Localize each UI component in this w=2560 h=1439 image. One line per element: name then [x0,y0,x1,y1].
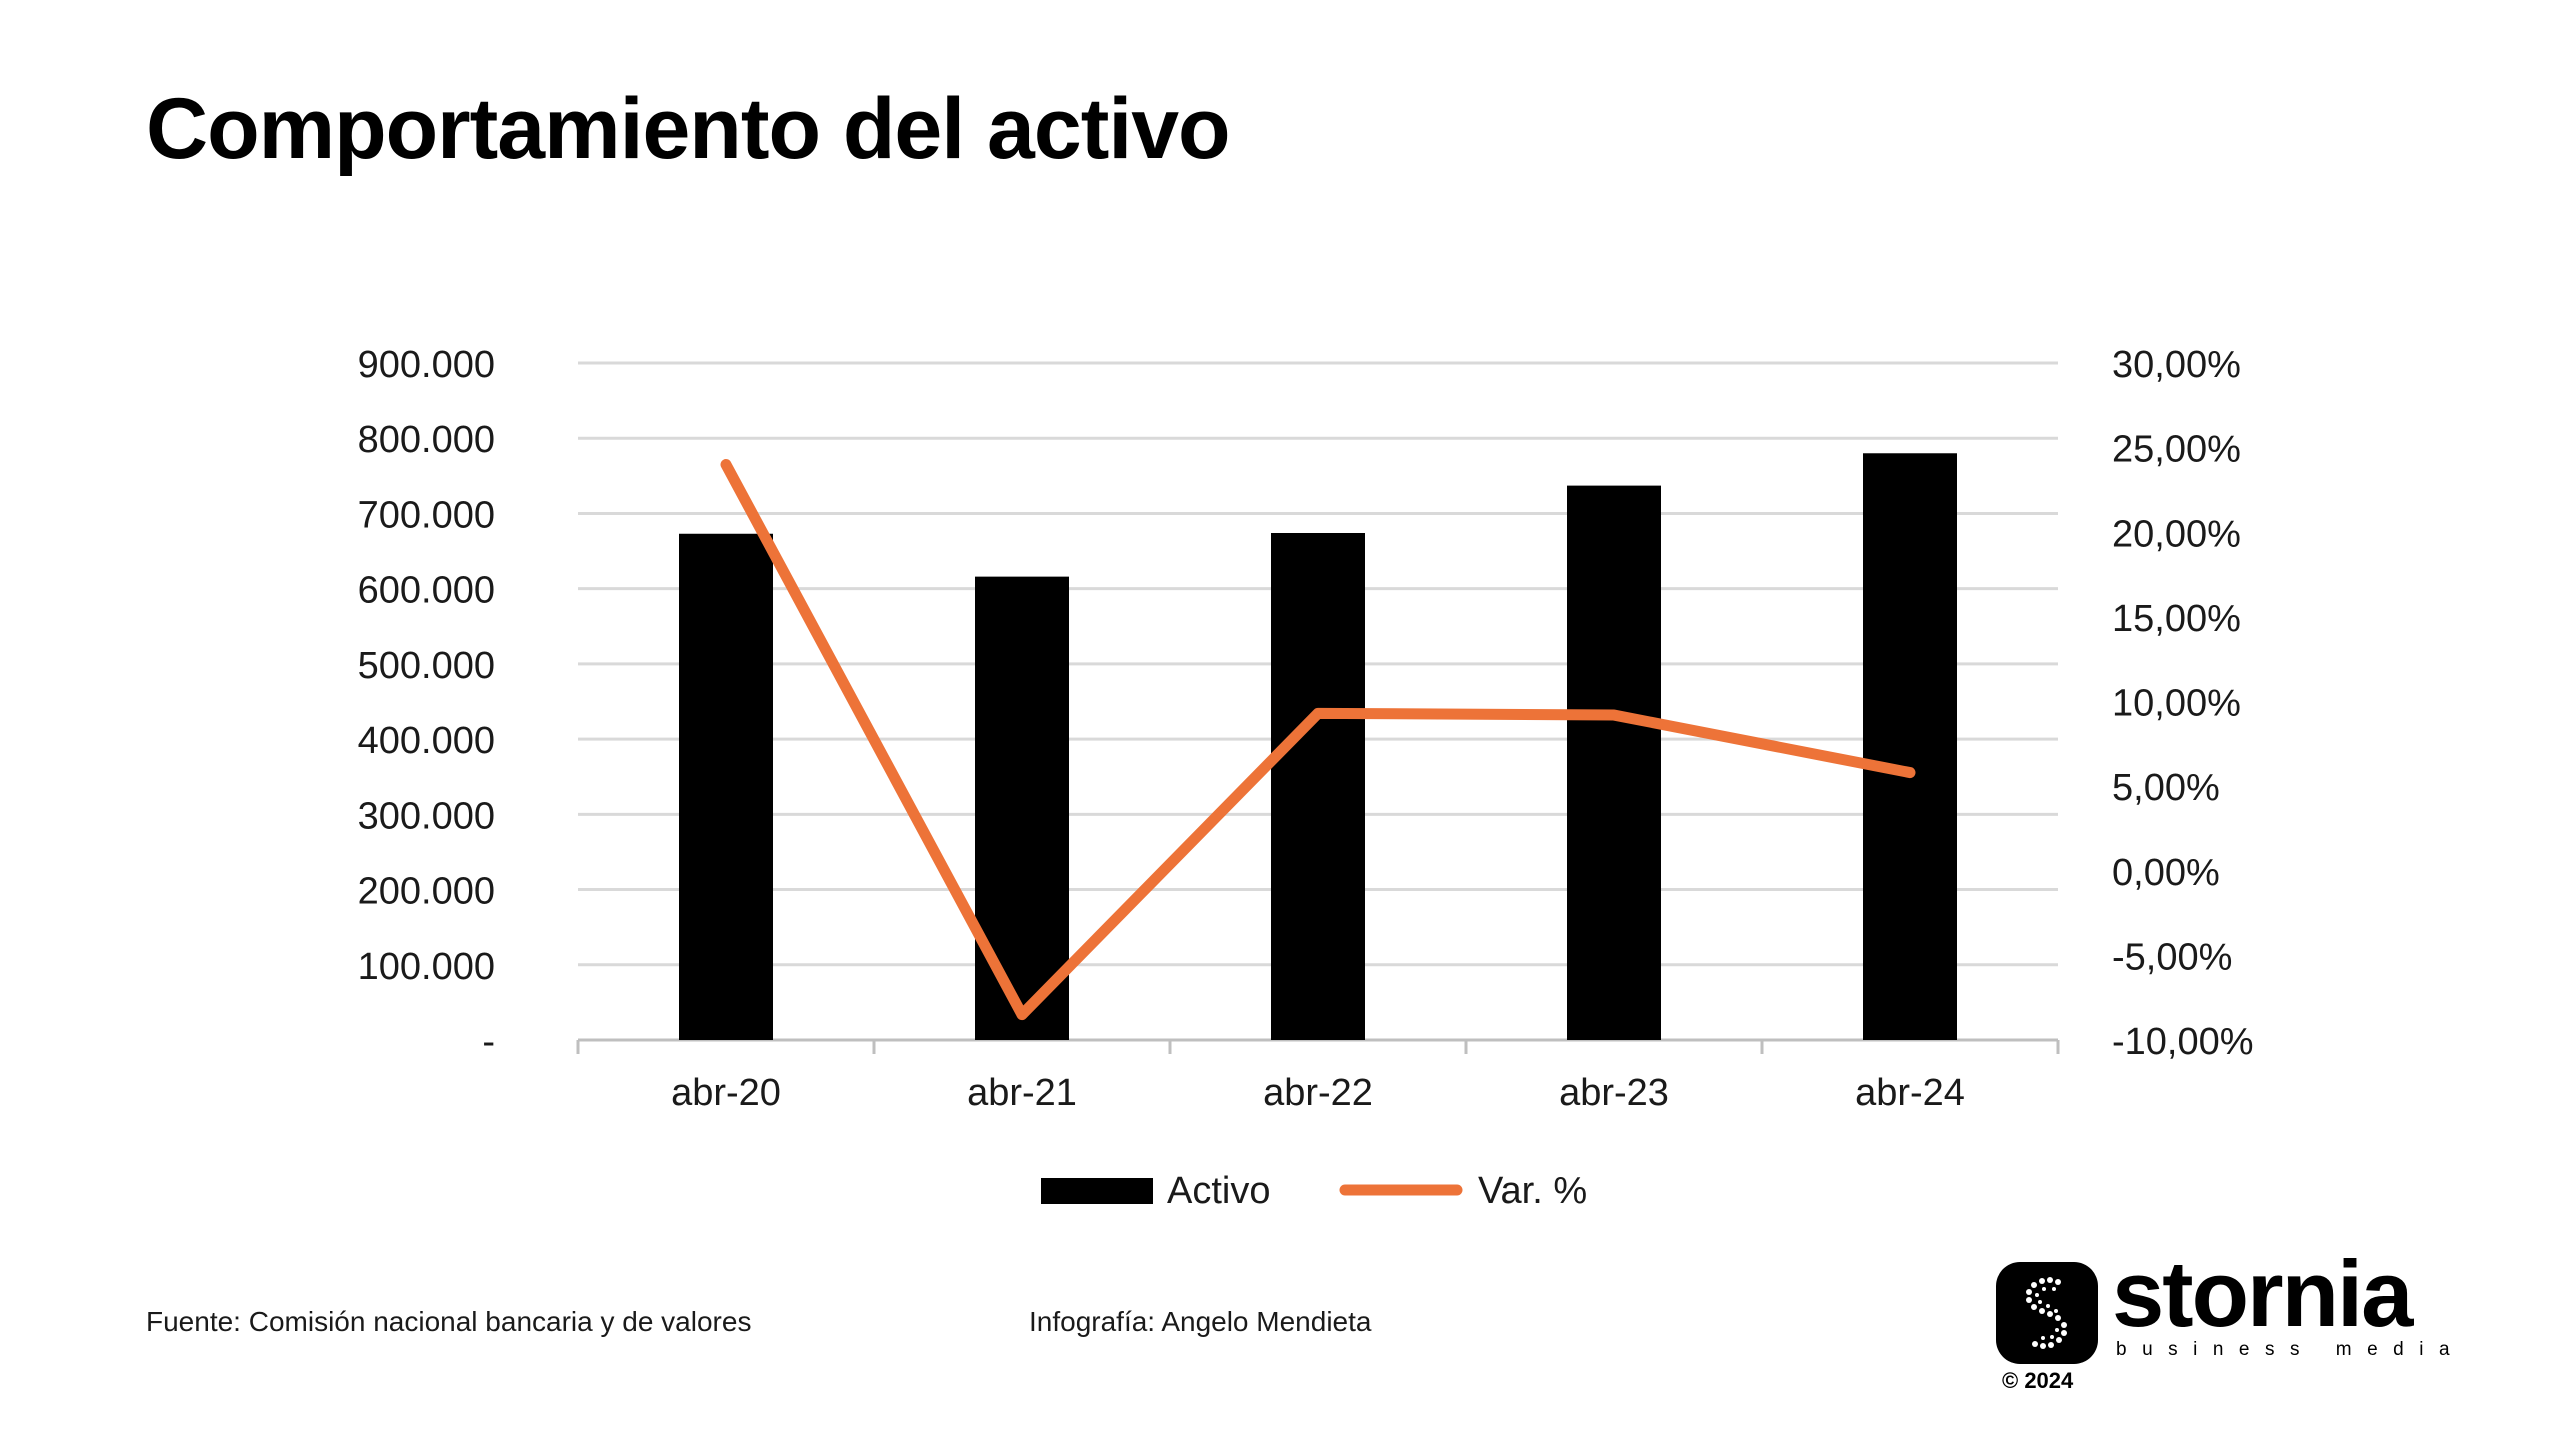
legend-label-activo: Activo [1167,1170,1270,1212]
brand-logo: stornia business media © 2024 [1996,1241,2450,1393]
legend-label-var: Var. % [1478,1170,1587,1212]
stornia-s-logo-icon [1996,1262,2098,1364]
bar-activo [1863,453,1957,1040]
category-label: abr-23 [1559,1072,1669,1114]
logo-tagline: business media [2116,1339,2466,1360]
left-axis-tick-labels: - 100.000 200.000 300.000 400.000 500.000 600.… [358,344,495,1063]
page-title: Comportamiento del activo [146,81,1231,177]
category-label: abr-20 [671,1072,781,1114]
logo-wordmark: stornia [2112,1241,2413,1346]
x-axis [576,1038,2060,1054]
category-label: abr-21 [967,1072,1077,1114]
left-tick-label: 500.000 [358,645,495,687]
category-label: abr-24 [1855,1072,1965,1114]
category-label: abr-22 [1263,1072,1373,1114]
left-tick-label: 900.000 [358,344,495,386]
right-tick-label: 15,00% [2112,598,2241,640]
left-tick-label: - [482,1021,495,1063]
left-tick-label: 700.000 [358,494,495,536]
left-tick-label: 800.000 [358,419,495,461]
bar-activo [975,576,1069,1040]
bar-activo [1567,485,1661,1041]
right-tick-label: 0,00% [2112,852,2220,894]
source-note: Fuente: Comisión nacional bancaria y de … [146,1306,752,1337]
left-tick-label: 100.000 [358,946,495,988]
legend-swatch-activo [1041,1178,1153,1204]
left-tick-label: 200.000 [358,871,495,913]
category-labels: abr-20 abr-21 abr-22 abr-23 abr-24 [671,1072,1965,1114]
legend: Activo Var. % [1041,1170,1587,1212]
bar-activo [679,533,773,1040]
left-tick-label: 400.000 [358,720,495,762]
right-tick-label: 5,00% [2112,767,2220,809]
left-tick-label: 300.000 [358,795,495,837]
line-var [720,459,1916,1021]
right-tick-label: -10,00% [2112,1021,2254,1063]
right-tick-label: 25,00% [2112,429,2241,471]
credit-note: Infografía: Angelo Mendieta [1029,1306,1372,1337]
right-tick-label: 30,00% [2112,344,2241,386]
left-tick-label: 600.000 [358,570,495,612]
right-axis-tick-labels: -10,00% -5,00% 0,00% 5,00% 10,00% 15,00% 20,00… [2112,344,2254,1063]
right-tick-label: 10,00% [2112,683,2241,725]
copyright: © 2024 [2002,1368,2074,1393]
right-tick-label: -5,00% [2112,936,2232,978]
right-tick-label: 20,00% [2112,513,2241,555]
bar-activo [1271,533,1365,1040]
